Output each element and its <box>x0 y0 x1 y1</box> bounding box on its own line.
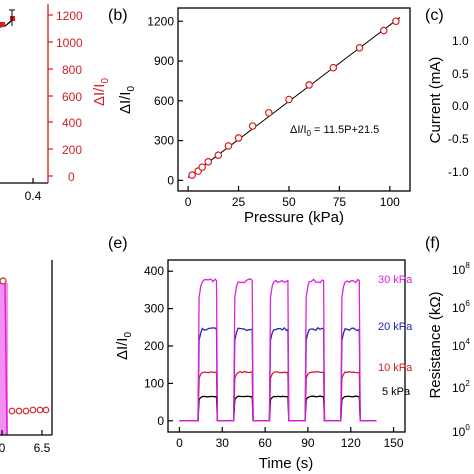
panel-b-xlabel: Pressure (kPa) <box>244 209 344 226</box>
series-20-kpa <box>179 326 377 422</box>
panel-b-ytick-label: 300 <box>154 134 174 148</box>
panel-e-ylabel: ΔI/I0 <box>114 332 134 361</box>
panel-b-ticks: 0 25 50 75 100 0 300 600 900 1200 <box>147 14 400 209</box>
panel-b-data-point <box>285 95 293 104</box>
left-bottom-pink-band <box>0 283 8 435</box>
right-tick-200: 200 <box>62 143 82 157</box>
legend-30kpa: 30 kPa <box>378 274 413 286</box>
panel-b-data-point <box>224 142 233 150</box>
svg-text:108: 108 <box>452 261 470 277</box>
right-tick-1200: 1200 <box>56 9 83 23</box>
panel-c-ytick: 0.5 <box>452 67 469 81</box>
panel-f-ylabel: Resistance (kΩ) <box>427 291 444 398</box>
panel-c-label: (c) <box>425 7 444 24</box>
series-5-kpa <box>179 395 377 422</box>
panel-b-data-point <box>379 26 388 35</box>
panel-b-frame <box>177 7 411 192</box>
panel-b: (b) 0 25 50 75 100 0 300 600 900 1200 Pressure (k… <box>108 7 411 226</box>
panel-b-ylabel: ΔI/I0 <box>117 86 137 115</box>
right-tick-0: 0 <box>68 170 75 184</box>
panel-e-ytick-label: 100 <box>144 376 164 390</box>
panel-e-ytick-label: 300 <box>144 302 164 316</box>
panel-e-label: (e) <box>108 235 128 252</box>
panel-e-xtick-label: 150 <box>384 436 404 450</box>
left-top-partial-panel: 0.4 1200 1000 800 600 400 200 0 ΔI/I0 <box>0 4 111 203</box>
panel-b-data-point <box>248 122 257 130</box>
panel-b-data-point <box>329 63 338 72</box>
svg-text:106: 106 <box>452 299 470 315</box>
right-tick-600: 600 <box>62 90 82 104</box>
panel-e-ytick-label: 400 <box>144 264 164 278</box>
panel-b-xtick-label: 25 <box>232 195 246 209</box>
panel-b-data-point <box>264 108 273 117</box>
left-top-y2-label: ΔI/I0 <box>91 78 111 107</box>
svg-text:104: 104 <box>452 337 470 353</box>
panel-b-data-point <box>188 171 196 179</box>
panel-e-xtick-label: 90 <box>301 436 315 450</box>
right-tick-800: 800 <box>62 63 82 77</box>
panel-f-yticks: 108 106 104 102 100 <box>452 261 470 439</box>
panel-e-ytick-label: 200 <box>144 339 164 353</box>
series-30-kpa <box>179 278 377 422</box>
panel-c-partial: (c) Current (mA) 1.0 0.5 0.0 -0.5 -1.0 <box>425 7 469 179</box>
panel-b-points <box>188 17 400 179</box>
panel-c-ytick: 0.0 <box>452 99 469 113</box>
legend-10kpa: 10 kPa <box>378 362 413 374</box>
panel-f-label: (f) <box>425 235 440 252</box>
panel-f-partial: (f) Resistance (kΩ) 108 106 104 102 100 <box>425 235 470 439</box>
panel-c-ylabel: Current (mA) <box>427 57 444 144</box>
panel-e-series <box>179 278 377 422</box>
panel-b-xtick-label: 100 <box>380 195 400 209</box>
right-tick-400: 400 <box>62 116 82 130</box>
left-top-partial-data <box>0 9 15 28</box>
panel-e-xtick-label: 0 <box>176 436 183 450</box>
panel-b-ytick-label: 0 <box>167 173 174 187</box>
panel-e-ticks: 0 30 60 90 120 150 0 100 200 300 400 <box>144 264 404 450</box>
svg-text:100: 100 <box>452 423 470 439</box>
left-bottom-point <box>0 277 7 285</box>
panel-e-xlabel: Time (s) <box>259 455 313 472</box>
panel-b-xtick-label: 0 <box>185 195 192 209</box>
panel-b-data-point <box>392 17 400 26</box>
left-bottom-partial-panel: 0 6.5 <box>0 260 53 455</box>
panel-b-data-point <box>305 81 313 89</box>
panel-e-xtick-label: 60 <box>258 436 272 450</box>
series-10-kpa <box>179 370 377 422</box>
panel-b-data-point <box>204 158 213 166</box>
left-bottom-xtick-0: 0 <box>0 441 6 455</box>
left-top-data-point <box>0 22 5 27</box>
panel-e-xtick-label: 120 <box>341 436 361 450</box>
right-tick-1000: 1000 <box>56 36 83 50</box>
left-bottom-points <box>8 406 50 415</box>
panel-b-data-point <box>355 43 364 52</box>
left-top-red-ticks <box>48 14 53 177</box>
panel-e-frame <box>167 259 406 433</box>
panel-b-xtick-label: 75 <box>333 195 347 209</box>
left-bottom-xtick-6-5: 6.5 <box>34 441 51 455</box>
panel-b-data-point <box>198 163 207 171</box>
panel-b-ytick-label: 600 <box>154 94 174 108</box>
panel-e-ytick-label: 0 <box>157 414 164 428</box>
panel-b-data-point <box>214 151 223 159</box>
left-top-xtick-label: 0.4 <box>25 189 42 203</box>
panel-b-fit-equation: ΔI/I0 = 11.5P+21.5 <box>290 124 379 138</box>
panel-b-ytick-label: 900 <box>154 54 174 68</box>
panel-c-ytick: 1.0 <box>452 34 469 48</box>
panel-b-fit-line <box>187 17 401 178</box>
legend-20kpa: 20 kPa <box>378 321 413 333</box>
panel-b-ytick-label: 1200 <box>147 14 174 28</box>
panel-c-ytick: -0.5 <box>448 132 469 146</box>
legend-5kpa: 5 kPa <box>382 386 411 398</box>
panel-b-label: (b) <box>108 7 128 24</box>
panel-c-ytick: -1.0 <box>448 165 469 179</box>
svg-text:102: 102 <box>452 379 470 395</box>
panel-e-xtick-label: 30 <box>216 436 230 450</box>
panel-b-data-point <box>234 134 243 142</box>
panel-b-xtick-label: 50 <box>282 195 296 209</box>
